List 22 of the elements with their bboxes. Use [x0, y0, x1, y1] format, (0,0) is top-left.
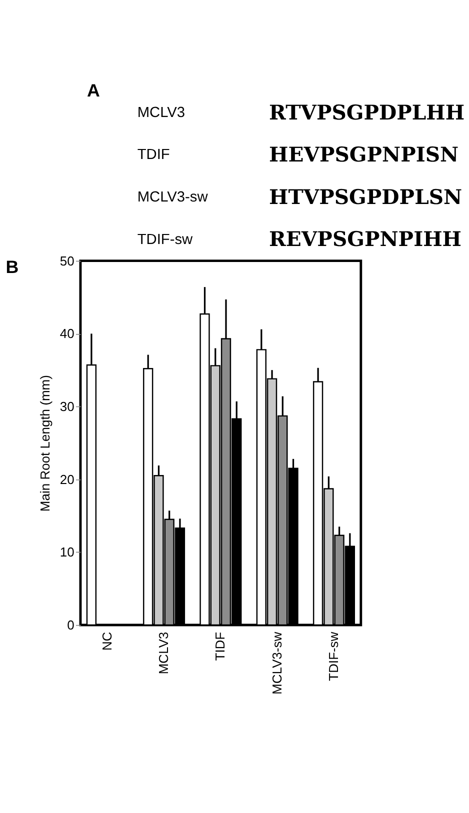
- text: A: [86, 80, 100, 101]
- text: MCLV3: [137, 104, 186, 121]
- text: MCLV3-sw: [137, 189, 208, 206]
- text: REVPSGPNPIHH: [269, 227, 462, 252]
- y-tick-label: 50: [60, 253, 74, 268]
- text: TDIF: [137, 147, 170, 164]
- x-tick-label: MCLV3-sw: [269, 631, 284, 694]
- text: B: [6, 257, 19, 278]
- y-tick-label: 20: [60, 472, 74, 487]
- text: HEVPSGPNPISN: [269, 142, 459, 167]
- x-tick-label: MCLV3: [156, 632, 172, 674]
- text: TDIF-sw: [137, 232, 194, 248]
- x-tick-label: NC: [99, 632, 114, 651]
- text: HTVPSGPDPLSN: [269, 184, 462, 209]
- y-tick-label: 0: [67, 617, 74, 632]
- y-tick-label: 30: [60, 398, 74, 414]
- text: RTVPSGPDPLHH: [269, 100, 465, 124]
- y-axis-title: Main Root Length (mm): [37, 375, 52, 512]
- x-tick-label: TDIF-sw: [326, 631, 342, 681]
- y-tick-label: 10: [60, 544, 74, 560]
- x-tick-label: TIDF: [212, 632, 228, 661]
- y-tick-label: 40: [60, 326, 74, 342]
